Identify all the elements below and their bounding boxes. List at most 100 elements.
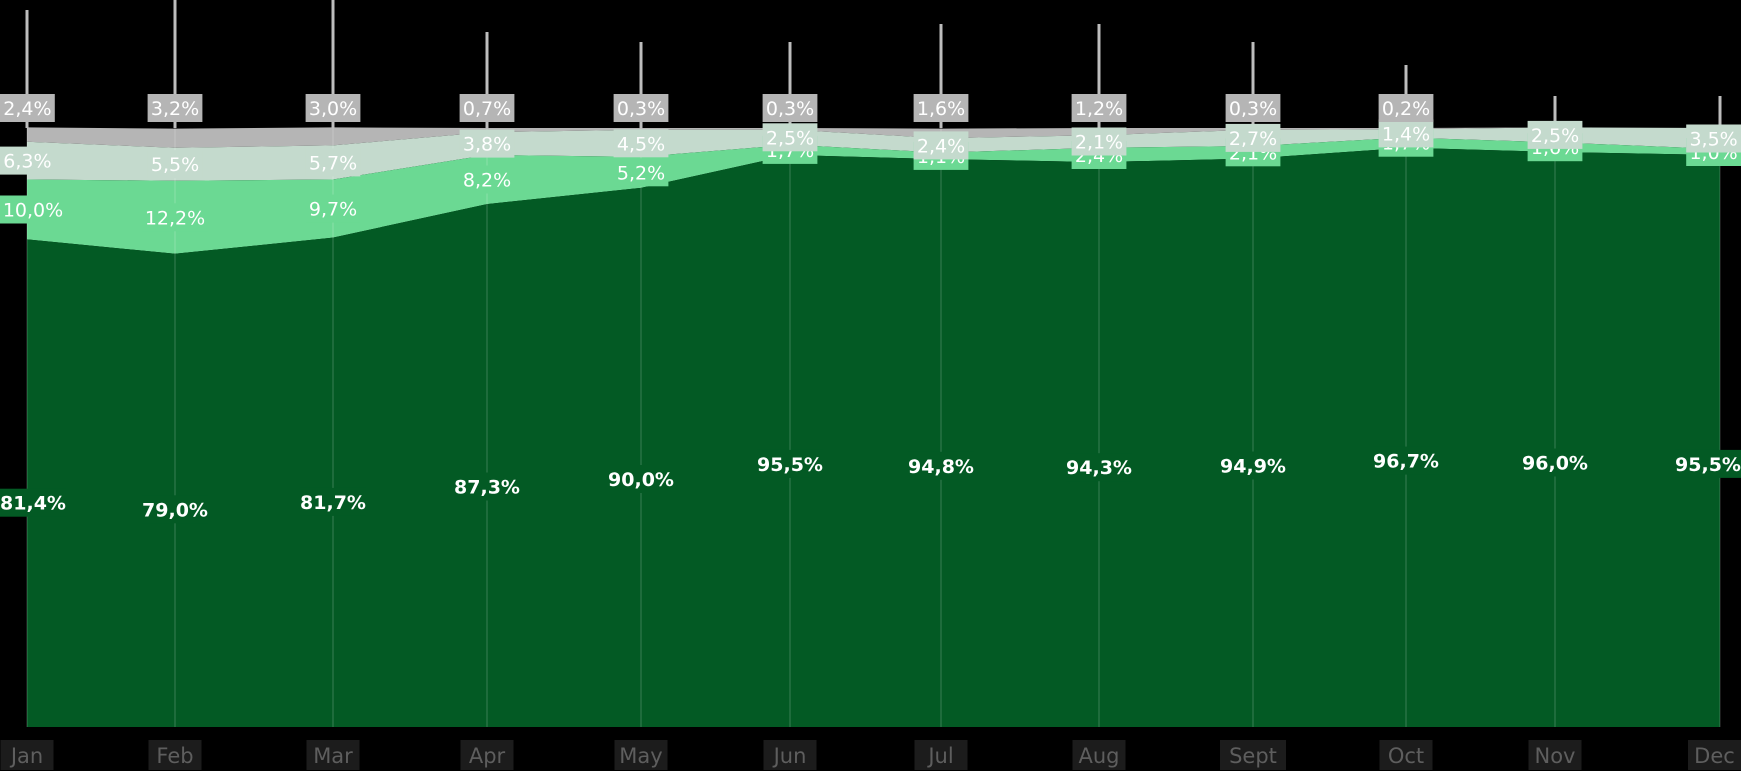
- data-label: 94,9%: [1220, 451, 1286, 480]
- x-tick-label: Jul: [926, 744, 953, 768]
- data-label-box: [1527, 120, 1583, 149]
- x-tick-box: [914, 740, 968, 770]
- data-label-box: [608, 465, 674, 493]
- data-label-box: [0, 94, 55, 122]
- data-label-box: [459, 94, 515, 122]
- data-label: 3,5%: [1686, 124, 1741, 153]
- data-label: 0,7%: [459, 94, 515, 122]
- data-label: 2,5%: [1527, 120, 1583, 149]
- data-label-box: [762, 94, 818, 122]
- data-label-text: 5,7%: [309, 152, 357, 174]
- data-label-box: [305, 94, 361, 122]
- data-label: 2,4%: [0, 94, 55, 122]
- data-labels: 81,4% 79,0% 81,7% 87,3% 90,0% 95,5% 94,8% 94,3%…: [0, 94, 1741, 524]
- area-series-4: [27, 127, 1720, 148]
- data-label: 5,7%: [305, 148, 361, 177]
- data-label-box: [305, 194, 361, 223]
- data-label: 1,2%: [1071, 94, 1127, 122]
- data-label-text: 2,4%: [917, 135, 965, 157]
- x-tick-box: [614, 740, 668, 770]
- x-tick-box: [148, 740, 202, 770]
- data-label: 2,7%: [1225, 123, 1281, 152]
- data-label-box: [1373, 446, 1439, 475]
- data-label-text: 10,0%: [3, 200, 63, 222]
- data-label-text: 0,3%: [1229, 98, 1277, 120]
- data-label-text: 1,4%: [1382, 123, 1430, 145]
- data-label-box: [147, 150, 203, 179]
- data-label-text: 0,7%: [463, 98, 511, 120]
- data-label: 90,0%: [608, 465, 674, 493]
- x-axis: Jan Feb Mar Apr May Jun Jul Aug Sept Oct Nov Dec: [0, 740, 1741, 770]
- data-label-text: 2,5%: [1531, 125, 1579, 147]
- data-label-text: 2,5%: [766, 127, 814, 149]
- data-label: 94,3%: [1066, 453, 1132, 482]
- data-label-text: 8,2%: [463, 170, 511, 192]
- data-label-box: [613, 158, 669, 187]
- data-label: 95,5%: [757, 449, 823, 478]
- area-series-3: [27, 127, 1720, 181]
- data-label-box: [1066, 453, 1132, 482]
- data-label: 4,5%: [613, 129, 669, 158]
- x-tick-box: [1072, 740, 1126, 770]
- data-label-text: 1,6%: [917, 98, 965, 120]
- data-label: 81,7%: [300, 487, 366, 516]
- data-label: 1,4%: [1378, 119, 1434, 148]
- data-label: 9,7%: [305, 194, 361, 223]
- x-tick-label: Jun: [772, 744, 807, 768]
- x-tick-label: Sept: [1229, 744, 1277, 768]
- data-label-box: [0, 195, 66, 224]
- data-label-box: [459, 129, 515, 158]
- data-label-text: 3,2%: [151, 98, 199, 120]
- data-label-box: [454, 472, 520, 501]
- x-tick-box: [0, 740, 54, 770]
- x-tick-label: May: [619, 744, 662, 768]
- data-label-text: 2,7%: [1229, 128, 1277, 150]
- data-label: 87,3%: [454, 472, 520, 501]
- data-label: 95,5%: [1675, 449, 1741, 478]
- data-label: 96,0%: [1522, 448, 1588, 477]
- gridlines: [26, 128, 1721, 727]
- x-tick-box: [1379, 740, 1433, 770]
- data-label-box: [1378, 94, 1434, 122]
- data-label-box: [300, 487, 366, 516]
- data-label-text: 5,2%: [617, 162, 665, 184]
- data-label: 5,5%: [147, 150, 203, 179]
- data-label-box: [459, 165, 515, 194]
- x-tick-label: Nov: [1535, 744, 1576, 768]
- x-tick-box: [306, 740, 360, 770]
- x-tick-box: [1528, 740, 1582, 770]
- data-label-box: [762, 123, 818, 152]
- data-label: 0,3%: [613, 94, 669, 122]
- data-label-text: 1,2%: [1075, 98, 1123, 120]
- data-label: 3,8%: [459, 129, 515, 158]
- x-tick-label: Jan: [9, 744, 43, 768]
- data-label-text: 94,9%: [1220, 456, 1286, 478]
- data-label-box: [757, 449, 823, 478]
- x-tick-box: [1688, 740, 1741, 770]
- data-label-text: 4,5%: [617, 133, 665, 155]
- data-label-box: [613, 129, 669, 158]
- data-label-text: 87,3%: [454, 477, 520, 499]
- data-label-text: 81,7%: [300, 492, 366, 514]
- data-label-box: [908, 451, 974, 480]
- x-tick-label: Apr: [469, 744, 506, 768]
- data-label-text: 95,5%: [1675, 454, 1741, 476]
- data-label: 79,0%: [142, 495, 208, 524]
- x-tick-box: [763, 740, 817, 770]
- data-label: 0,3%: [762, 94, 818, 122]
- data-label-text: 6,3%: [3, 151, 51, 173]
- data-label-box: [142, 203, 208, 232]
- data-label-text: 2,4%: [3, 98, 51, 120]
- data-label-text: 3,8%: [463, 134, 511, 156]
- data-label: 8,2%: [459, 165, 515, 194]
- data-label: 2,4%: [913, 131, 969, 160]
- x-tick-label: Dec: [1694, 744, 1735, 768]
- data-label-box: [0, 146, 55, 175]
- data-label: 96,7%: [1373, 446, 1439, 475]
- data-label-text: 96,0%: [1522, 453, 1588, 475]
- area-series-1: [27, 147, 1720, 728]
- data-label-text: 0,3%: [617, 98, 665, 120]
- data-label-box: [1225, 123, 1281, 152]
- data-label: 2,5%: [762, 123, 818, 152]
